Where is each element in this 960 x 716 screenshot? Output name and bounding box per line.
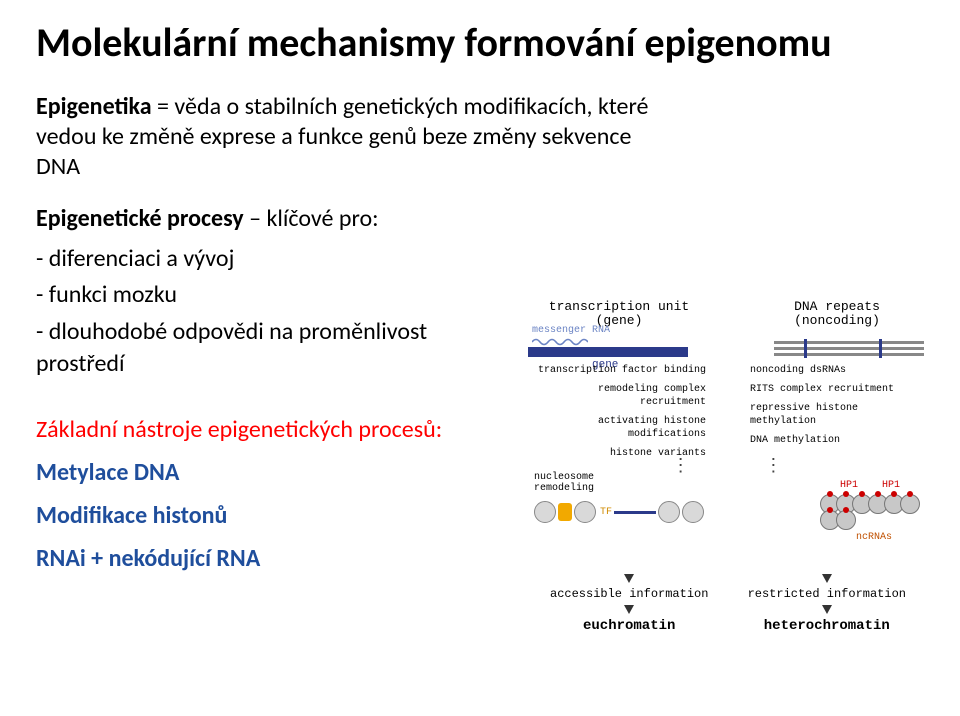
bullet-item: - dlouhodobé odpovědi na proměnlivost pr… <box>36 316 476 381</box>
nucleosome-icon <box>836 510 856 530</box>
mrna-label: messenger RNA <box>532 325 610 336</box>
heterochromatin-label: heterochromatin <box>748 618 906 635</box>
gene-row: messenger RNA gene <box>528 335 928 359</box>
processes-head-b: – klíčové pro: <box>244 204 379 233</box>
right-col-head: DNA repeats (noncoding) <box>752 300 922 329</box>
hp1-label: HP1 <box>882 480 900 491</box>
ncrna-label: ncRNAs <box>856 532 892 543</box>
tf-icon <box>558 503 572 521</box>
tf-label: TF <box>600 507 612 518</box>
nucleosome-icon <box>682 501 704 523</box>
hp1-label: HP1 <box>840 480 858 491</box>
repeat-tracks-icon <box>774 341 924 359</box>
heterochromatin-seq: HP1 HP1 <box>822 496 922 528</box>
arrow-down-icon <box>624 605 634 614</box>
right-mid-labels: noncoding dsRNAs RITS complex recruitmen… <box>750 364 920 453</box>
nucleosome-icon <box>574 501 596 523</box>
arrow-down-icon <box>624 574 634 583</box>
mid-item: transcription factor binding <box>536 364 706 377</box>
repeat-line <box>774 341 924 344</box>
slide: Molekulární mechanismy formování epigeno… <box>0 0 960 716</box>
bullet-item: - diferenciaci a vývoj <box>36 243 924 275</box>
dots-icon: ⋮ ⋮ <box>672 454 785 476</box>
mid-item: repressive histone methylation <box>750 402 920 428</box>
het-cluster-icon <box>822 496 922 528</box>
slide-title: Molekulární mechanismy formování epigeno… <box>36 20 924 66</box>
right-bottom-col: restricted information heterochromatin <box>748 570 906 635</box>
nucleosome-row: TF HP1 HP1 <box>528 496 928 528</box>
nucleosome-icon <box>900 494 920 514</box>
mid-item: noncoding dsRNAs <box>750 364 920 377</box>
right-head-l1: DNA repeats <box>794 299 880 314</box>
right-head-l2: (noncoding) <box>794 313 880 328</box>
processes-heading: Epigenetické procesy – klíčové pro: <box>36 204 924 233</box>
right-info: restricted information <box>748 587 906 601</box>
nuc-remodel-label: nucleosome remodeling <box>534 472 624 494</box>
mrna-wave-icon <box>532 337 588 347</box>
intro-bold: Epigenetika <box>36 92 152 121</box>
chromatin-diagram: transcription unit (gene) DNA repeats (n… <box>528 300 928 660</box>
euchromatin-label: euchromatin <box>550 618 708 635</box>
nucleosome-icon <box>658 501 680 523</box>
left-info: accessible information <box>550 587 708 601</box>
mid-item: activating histone modifications <box>536 415 706 441</box>
left-bottom-col: accessible information euchromatin <box>550 570 708 635</box>
left-mid-labels: transcription factor binding remodeling … <box>536 364 706 466</box>
nucleosome-icon <box>534 501 556 523</box>
left-head-l1: transcription unit <box>549 299 689 314</box>
bottom-row: accessible information euchromatin restr… <box>528 570 928 635</box>
mid-item: RITS complex recruitment <box>750 383 920 396</box>
gene-rect-icon <box>528 347 688 357</box>
mid-item: DNA methylation <box>750 434 920 447</box>
euchromatin-seq: TF <box>534 496 704 528</box>
arrow-down-icon <box>822 605 832 614</box>
intro-paragraph: Epigenetika = věda o stabilních genetick… <box>36 92 656 182</box>
repeat-line <box>774 347 924 350</box>
mid-item: remodeling complex recruitment <box>536 383 706 409</box>
processes-head-a: Epigenetické procesy <box>36 204 244 233</box>
arrow-down-icon <box>822 574 832 583</box>
open-dna-icon <box>614 511 656 514</box>
repeat-line <box>774 353 924 356</box>
